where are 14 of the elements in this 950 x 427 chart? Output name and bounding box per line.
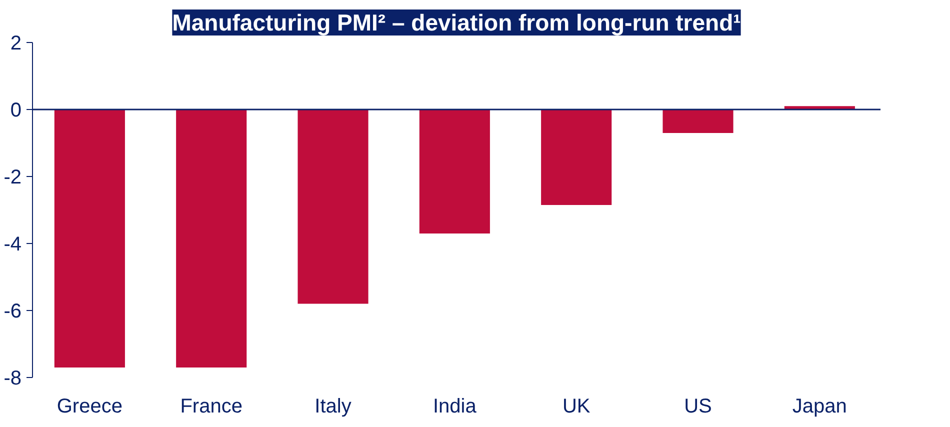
- y-tick-label: 0: [10, 100, 22, 122]
- x-tick-label: Italy: [314, 396, 352, 418]
- y-tick-label: -8: [4, 368, 22, 390]
- x-tick-label: US: [684, 396, 712, 418]
- y-tick-label: -2: [4, 166, 22, 188]
- y-tick-label: -6: [4, 300, 22, 322]
- x-tick-label: Greece: [56, 396, 122, 418]
- chart-title: Manufacturing PMI² – deviation from long-run trend¹: [172, 10, 741, 36]
- x-tick-label: UK: [562, 396, 591, 418]
- x-tick-label: India: [432, 396, 478, 418]
- x-tick-label: France: [180, 396, 242, 418]
- y-tick-label: 2: [10, 32, 22, 54]
- y-tick-label: -4: [4, 234, 22, 256]
- x-tick-label: Japan: [792, 396, 847, 418]
